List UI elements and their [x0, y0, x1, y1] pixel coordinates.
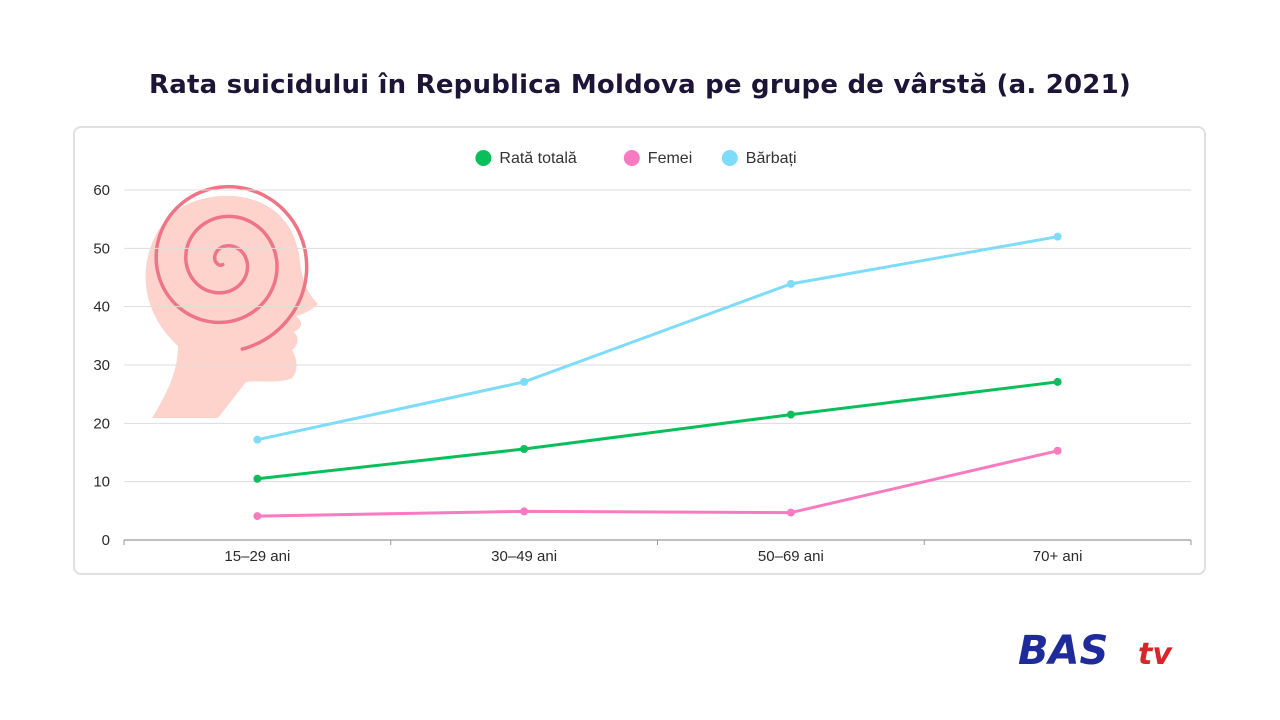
series-1 — [253, 446, 1062, 521]
x-tick-label: 30–49 ani — [491, 548, 557, 565]
data-point — [1053, 377, 1062, 386]
chart-title: Rata suicidului în Republica Moldova pe … — [149, 70, 1131, 100]
data-point — [520, 377, 529, 386]
series-2 — [253, 232, 1062, 444]
y-tick-label: 40 — [93, 299, 110, 316]
series-line — [255, 235, 1060, 442]
series-line — [255, 380, 1060, 481]
y-tick-label: 60 — [93, 182, 110, 199]
y-tick-label: 20 — [93, 415, 110, 432]
y-tick-label: 10 — [93, 474, 110, 491]
head-spiral-icon — [145, 185, 318, 418]
y-tick-label: 50 — [93, 240, 110, 257]
legend-label: Rată totală — [499, 150, 576, 167]
spiral-mark — [154, 185, 309, 351]
series-0 — [253, 377, 1062, 483]
legend-marker — [721, 150, 738, 166]
data-point — [520, 445, 529, 453]
legend-item: Femei — [623, 150, 692, 167]
legend-item: Bărbați — [721, 150, 797, 167]
data-point — [253, 512, 262, 521]
data-point — [520, 507, 529, 516]
legend-label: Femei — [648, 150, 692, 167]
data-point — [786, 279, 795, 288]
data-point — [1053, 446, 1062, 455]
data-point — [786, 410, 795, 419]
y-tick-label: 30 — [93, 357, 110, 374]
logo-main-text: BAS — [1018, 628, 1108, 672]
data-point — [786, 508, 795, 517]
x-tick-label: 70+ ani — [1033, 548, 1083, 565]
x-tick-label: 50–69 ani — [758, 548, 824, 565]
logo-sub-text: tv — [1138, 637, 1173, 672]
x-tick-label: 15–29 ani — [224, 548, 290, 565]
legend-item: Rată totală — [475, 150, 577, 167]
bastv-logo: BAS tv — [1018, 628, 1173, 672]
y-tick-label: 0 — [102, 532, 110, 549]
data-point — [253, 435, 262, 444]
data-point — [1053, 232, 1062, 241]
chart-card — [73, 126, 1206, 575]
series-line — [255, 449, 1060, 518]
legend-label: Bărbați — [746, 150, 797, 167]
legend-marker — [475, 150, 492, 166]
legend-marker — [623, 150, 640, 166]
data-point — [253, 474, 262, 483]
